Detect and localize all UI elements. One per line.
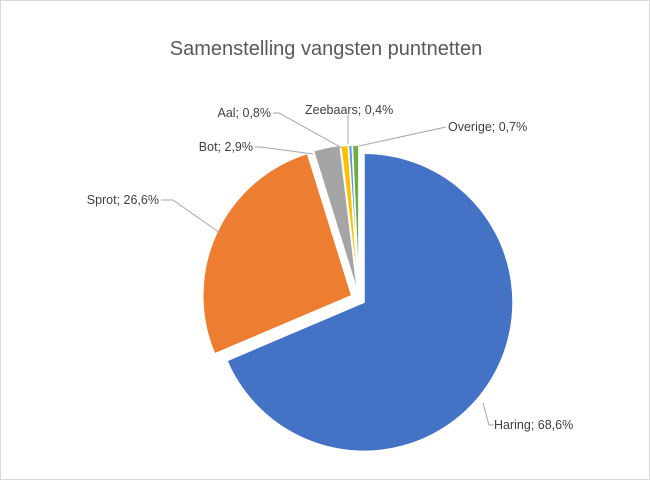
pie-slice-sprot [201,152,353,355]
data-label-haring: Haring; 68,6% [494,418,573,432]
leader-line-haring [482,402,494,426]
data-labels: Haring; 68,6% Sprot; 26,6% Bot; 2,9% Aal; 0… [87,103,573,432]
leader-line-aal [273,112,343,149]
data-label-aal: Aal; 0,8% [217,106,271,120]
leader-line-sprot [161,199,221,234]
pie-slice-overige [351,144,360,295]
leader-lines [161,112,494,426]
pie-slice-haring [225,152,514,453]
leader-line-bot [255,146,314,155]
chart-title: Samenstelling vangsten puntnetten [170,38,482,60]
data-label-zeebaars: Zeebaars; 0,4% [305,103,393,117]
data-label-overige: Overige; 0,7% [448,120,527,134]
pie-slice-bot [312,144,359,294]
data-label-bot: Bot; 2,9% [199,140,253,154]
data-label-sprot: Sprot; 26,6% [87,193,159,207]
pie-slices [201,144,514,453]
leader-line-overige [358,126,447,147]
